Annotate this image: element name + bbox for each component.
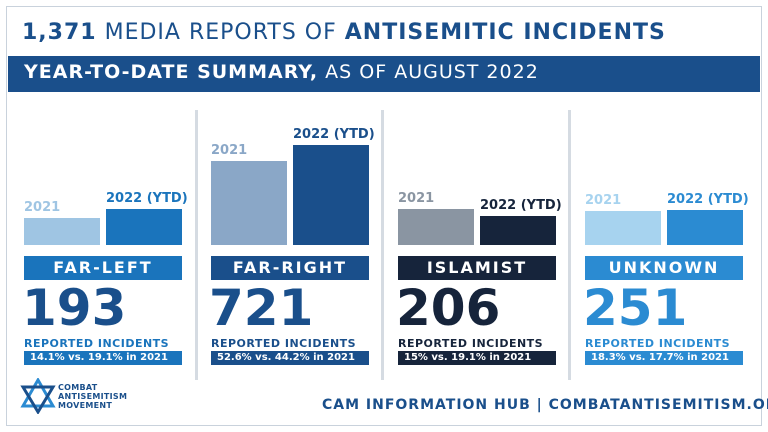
category-band — [585, 256, 743, 280]
category-label: ISLAMIST — [426, 258, 528, 277]
panel-divider — [381, 110, 384, 380]
title-end: ANTISEMITIC INCIDENTS — [344, 20, 666, 45]
logo-line-1: COMBAT — [58, 383, 98, 392]
bar-2021 — [24, 218, 100, 245]
reported-incidents-label: REPORTED INCIDENTS — [398, 337, 544, 350]
year-label-2021: 2021 — [585, 193, 622, 208]
year-label-2021: 2021 — [24, 200, 61, 215]
logo-line-2: ANTISEMITISM — [58, 392, 128, 401]
bar-2022-ytd — [667, 210, 743, 245]
comparison-band — [585, 351, 743, 365]
bar-2021 — [398, 209, 474, 245]
subtitle: YEAR-TO-DATE SUMMARY, AS OF AUGUST 2022 — [24, 61, 539, 83]
year-label-2022: 2022 (YTD) — [106, 191, 188, 206]
logo-text: COMBAT ANTISEMITISM MOVEMENT — [58, 383, 127, 410]
incident-count: 251 — [583, 279, 688, 337]
bar-2022-ytd — [293, 145, 369, 245]
panel-divider — [195, 110, 198, 380]
title-count: 1,371 — [22, 20, 97, 45]
category-label: UNKNOWN — [608, 258, 720, 277]
page-title: 1,371 MEDIA REPORTS OF ANTISEMITIC INCID… — [22, 20, 666, 45]
footer-text: CAM INFORMATION HUB | COMBATANTISEMITISM… — [322, 397, 768, 413]
category-label: FAR-LEFT — [53, 258, 153, 277]
comparison-text: 14.1% vs. 19.1% in 2021 — [30, 352, 168, 363]
bar-2022-ytd — [480, 216, 556, 245]
comparison-text: 15% vs. 19.1% in 2021 — [404, 352, 532, 363]
star-of-david-icon — [20, 378, 56, 414]
bar-2021 — [585, 211, 661, 245]
category-band — [24, 256, 182, 280]
panel-divider — [568, 110, 571, 380]
bar-2022-ytd — [106, 209, 182, 245]
comparison-text: 52.6% vs. 44.2% in 2021 — [217, 352, 355, 363]
comparison-band — [211, 351, 369, 365]
incident-count: 206 — [396, 279, 501, 337]
year-label-2021: 2021 — [398, 191, 435, 206]
incident-count: 193 — [22, 279, 127, 337]
infographic-frame — [6, 6, 762, 426]
category-band — [211, 256, 369, 280]
category-label: FAR-RIGHT — [232, 258, 348, 277]
comparison-band — [398, 351, 556, 365]
category-band — [398, 256, 556, 280]
comparison-text: 18.3% vs. 17.7% in 2021 — [591, 352, 729, 363]
subtitle-bold: YEAR-TO-DATE SUMMARY, — [24, 61, 319, 83]
comparison-band — [24, 351, 182, 365]
title-middle: MEDIA REPORTS OF — [104, 20, 337, 45]
year-label-2022: 2022 (YTD) — [480, 198, 562, 213]
subtitle-bar — [8, 56, 760, 92]
reported-incidents-label: REPORTED INCIDENTS — [24, 337, 170, 350]
year-label-2022: 2022 (YTD) — [293, 127, 375, 142]
bar-2021 — [211, 161, 287, 245]
subtitle-rest: AS OF AUGUST 2022 — [325, 61, 539, 83]
year-label-2021: 2021 — [211, 143, 248, 158]
year-label-2022: 2022 (YTD) — [667, 192, 749, 207]
reported-incidents-label: REPORTED INCIDENTS — [585, 337, 731, 350]
logo-line-3: MOVEMENT — [58, 401, 113, 410]
incident-count: 721 — [209, 279, 314, 337]
reported-incidents-label: REPORTED INCIDENTS — [211, 337, 357, 350]
